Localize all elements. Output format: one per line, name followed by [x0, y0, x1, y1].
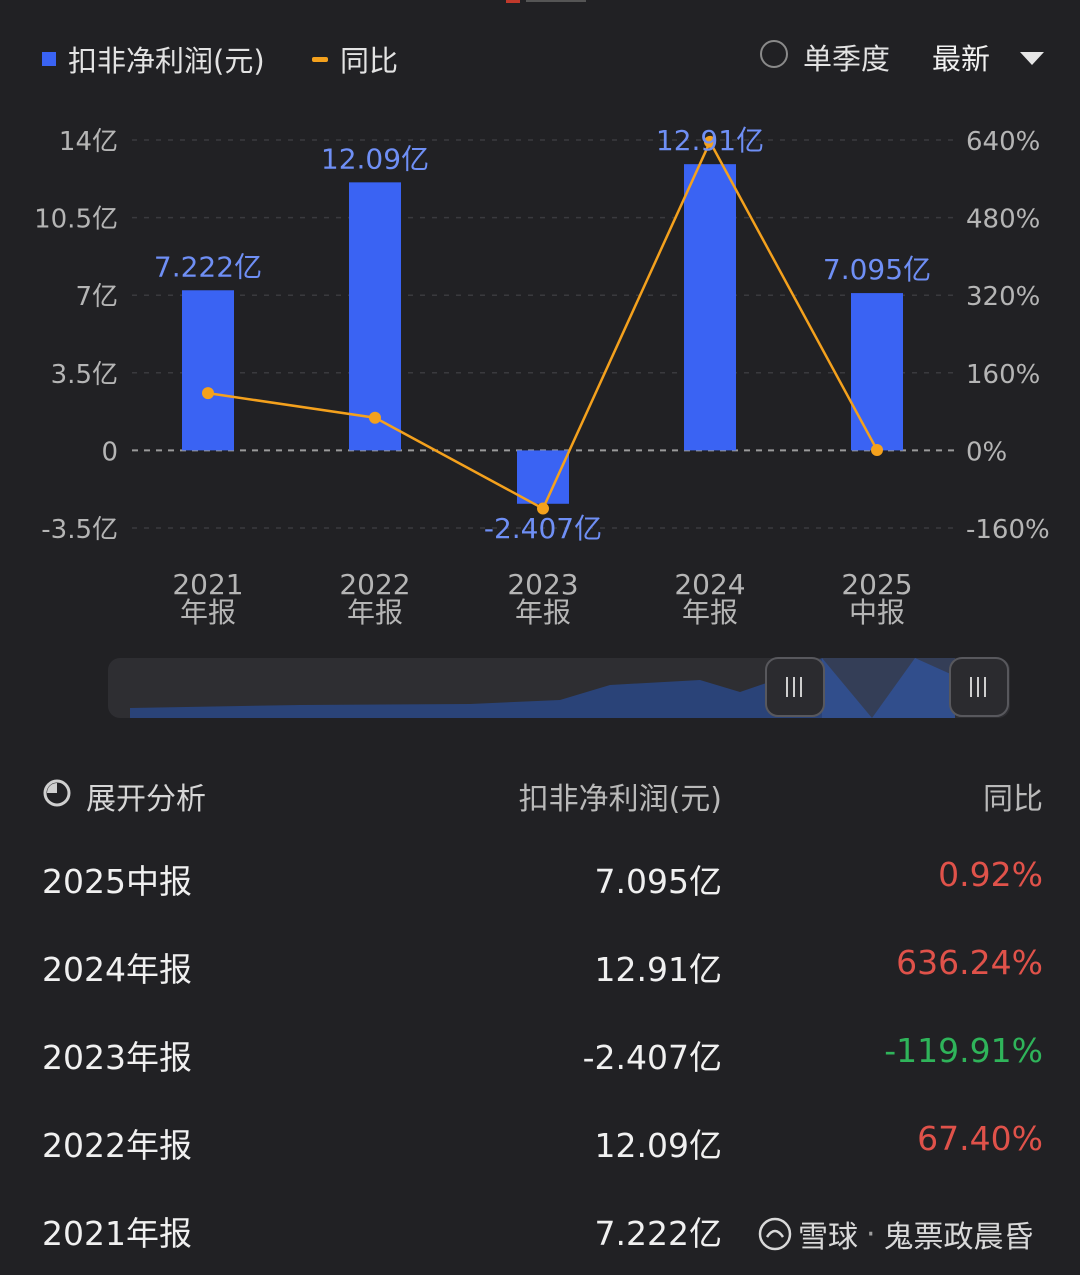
bar — [851, 293, 903, 451]
bar — [182, 290, 234, 451]
left-tick-label: 10.5亿 — [34, 205, 118, 235]
single-quarter-radio[interactable] — [760, 40, 788, 68]
top-edge-mark — [500, 0, 590, 4]
chevron-down-icon[interactable] — [1020, 52, 1044, 65]
column-header-value: 扣非净利润(元) — [518, 782, 722, 817]
watermark: 雪球 · 鬼票政晨昏 — [758, 1212, 1034, 1256]
row-period: 2021年报 — [42, 1214, 192, 1253]
bar — [517, 450, 569, 504]
bar-value-label: 7.222亿 — [154, 250, 262, 283]
zoom-selected-window — [822, 658, 955, 718]
left-tick-label: 0 — [101, 437, 118, 467]
category-type-label: 年报 — [682, 596, 738, 629]
snowball-logo-icon — [758, 1217, 792, 1251]
line-series — [202, 135, 883, 515]
profit-chart: 14亿 10.5亿 7亿 3.5亿 0 -3.5亿 640% 480% 320% 160% 0% -1… — [34, 124, 1050, 718]
category-year-label: 2025 — [841, 568, 912, 601]
category-year-label: 2023 — [507, 568, 578, 601]
right-tick-label: -160% — [966, 515, 1050, 545]
row-value: 7.095亿 — [594, 862, 722, 901]
bar-value-label: -2.407亿 — [484, 512, 602, 545]
row-value: 7.222亿 — [594, 1214, 722, 1253]
category-type-label: 年报 — [180, 596, 236, 629]
category-year-label: 2022 — [339, 568, 410, 601]
yoy-point — [537, 502, 549, 515]
row-value: -2.407亿 — [582, 1038, 722, 1077]
column-header-yoy: 同比 — [983, 782, 1043, 817]
table-row[interactable]: 2023年报 -2.407亿 -119.91% — [0, 1011, 1080, 1099]
chart-legend-bar: 扣非净利润(元) 同比 单季度 最新 — [0, 30, 1080, 82]
left-tick-label: 3.5亿 — [51, 360, 118, 390]
right-tick-label: 320% — [966, 282, 1040, 312]
right-tick-label: 0% — [966, 437, 1007, 467]
left-tick-label: -3.5亿 — [41, 515, 118, 545]
legend-yoy[interactable]: 同比 — [312, 38, 398, 80]
right-tick-label: 160% — [966, 360, 1040, 390]
bar-value-label: 12.91亿 — [656, 124, 764, 157]
bar-series — [182, 164, 903, 504]
table-row[interactable]: 2025中报 7.095亿 0.92% — [0, 835, 1080, 923]
row-value: 12.09亿 — [594, 1126, 722, 1165]
zoom-slider[interactable] — [108, 657, 1010, 718]
yoy-point — [704, 135, 716, 148]
table-row[interactable]: 2022年报 12.09亿 67.40% — [0, 1099, 1080, 1187]
bar — [684, 164, 736, 451]
yoy-point — [202, 387, 214, 400]
left-tick-label: 7亿 — [75, 282, 118, 312]
row-value: 12.91亿 — [594, 950, 722, 989]
row-period: 2022年报 — [42, 1126, 192, 1165]
row-period: 2024年报 — [42, 950, 192, 989]
table-row[interactable]: 2024年报 12.91亿 636.24% — [0, 923, 1080, 1011]
pie-chart-icon[interactable] — [42, 778, 72, 808]
period-dropdown[interactable]: 最新 — [932, 42, 991, 76]
expand-analysis-button[interactable]: 展开分析 — [86, 782, 206, 817]
zoom-preview-area — [130, 658, 955, 718]
watermark-author: 鬼票政晨昏 — [883, 1220, 1034, 1255]
legend-profit-label: 扣非净利润(元) — [68, 44, 265, 78]
category-year-label: 2021 — [172, 568, 243, 601]
right-tick-label: 480% — [966, 205, 1040, 235]
yoy-point — [871, 443, 883, 456]
table-row[interactable]: 2021年报 7.222亿 — [0, 1187, 1080, 1275]
right-tick-label: 640% — [966, 127, 1040, 157]
category-year-label: 2024 — [674, 568, 745, 601]
line-swatch-icon — [312, 56, 328, 62]
table-header: 展开分析 扣非净利润(元) 同比 — [0, 768, 1080, 820]
row-yoy: 636.24% — [896, 943, 1043, 982]
category-type-label: 年报 — [347, 596, 403, 629]
row-period: 2023年报 — [42, 1038, 192, 1077]
row-yoy: 67.40% — [917, 1119, 1043, 1158]
legend-profit[interactable]: 扣非净利润(元) — [42, 38, 265, 80]
data-labels: 7.222亿 12.09亿 -2.407亿 12.91亿 7.095亿 — [154, 124, 931, 545]
single-quarter-label[interactable]: 单季度 — [803, 42, 891, 76]
category-type-label: 中报 — [849, 596, 905, 629]
bar-value-label: 12.09亿 — [321, 142, 429, 175]
bar — [349, 182, 401, 451]
bar-swatch-icon — [42, 52, 56, 66]
watermark-platform: 雪球 — [798, 1220, 858, 1255]
axis-ticks: 14亿 10.5亿 7亿 3.5亿 0 -3.5亿 640% 480% 320% 160% 0% -1… — [34, 127, 1050, 545]
bar-value-label: 7.095亿 — [823, 253, 931, 286]
data-table: 2025中报 7.095亿 0.92% 2024年报 12.91亿 636.24… — [0, 835, 1080, 1275]
left-tick-label: 14亿 — [59, 127, 118, 157]
row-yoy: -119.91% — [884, 1031, 1043, 1070]
yoy-point — [369, 411, 381, 424]
row-yoy: 0.92% — [938, 855, 1043, 894]
category-type-label: 年报 — [515, 596, 571, 629]
watermark-separator: · — [866, 1216, 876, 1252]
legend-yoy-label: 同比 — [340, 44, 399, 78]
row-period: 2025中报 — [42, 862, 192, 901]
